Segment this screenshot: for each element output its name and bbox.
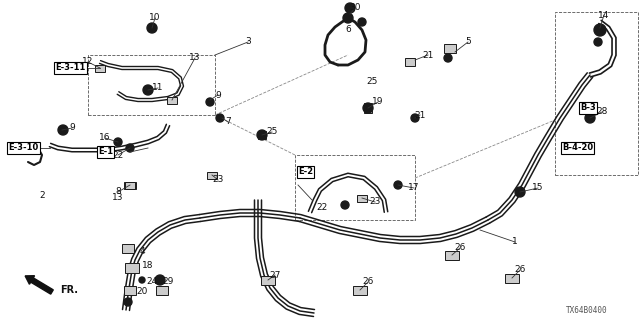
Bar xyxy=(95,65,105,71)
Text: TX64B0400: TX64B0400 xyxy=(566,306,608,315)
FancyArrow shape xyxy=(25,276,53,294)
Text: FR.: FR. xyxy=(60,285,78,295)
Text: 23: 23 xyxy=(212,175,224,185)
Circle shape xyxy=(343,13,353,23)
Circle shape xyxy=(124,298,132,306)
Circle shape xyxy=(585,113,595,123)
Bar xyxy=(444,44,456,52)
Text: 11: 11 xyxy=(152,84,164,92)
Circle shape xyxy=(147,23,157,33)
Circle shape xyxy=(358,18,366,26)
Bar xyxy=(88,55,215,115)
Text: 27: 27 xyxy=(269,270,281,279)
Text: 15: 15 xyxy=(532,183,544,193)
Text: E-3-10: E-3-10 xyxy=(8,143,38,153)
Text: B-3: B-3 xyxy=(580,103,596,113)
Text: E-1: E-1 xyxy=(98,148,113,156)
Text: 9: 9 xyxy=(69,124,75,132)
Circle shape xyxy=(216,114,224,122)
Text: 9: 9 xyxy=(215,91,221,100)
Bar xyxy=(124,285,136,294)
Circle shape xyxy=(126,144,134,152)
Text: 13: 13 xyxy=(189,53,201,62)
Text: 18: 18 xyxy=(142,260,154,269)
Bar xyxy=(124,181,136,188)
Bar xyxy=(357,195,367,202)
Text: 21: 21 xyxy=(414,110,426,119)
Text: 5: 5 xyxy=(465,37,471,46)
Circle shape xyxy=(139,277,145,283)
Circle shape xyxy=(411,114,419,122)
Text: 3: 3 xyxy=(245,37,251,46)
Circle shape xyxy=(143,85,153,95)
Bar xyxy=(125,263,139,273)
Text: 10: 10 xyxy=(149,13,161,22)
Text: 2: 2 xyxy=(39,190,45,199)
Text: 25: 25 xyxy=(266,127,278,137)
Text: 1: 1 xyxy=(512,237,518,246)
Bar xyxy=(156,285,168,294)
Bar xyxy=(295,155,415,220)
Bar xyxy=(207,172,217,179)
Text: 14: 14 xyxy=(598,11,610,20)
Text: 4: 4 xyxy=(139,247,145,257)
Circle shape xyxy=(515,187,525,197)
Bar xyxy=(261,276,275,284)
Circle shape xyxy=(594,38,602,46)
Bar xyxy=(353,285,367,294)
Circle shape xyxy=(114,138,122,146)
Text: 16: 16 xyxy=(99,133,111,142)
Text: 13: 13 xyxy=(112,194,124,203)
Bar xyxy=(445,251,459,260)
Bar xyxy=(405,58,415,66)
Text: E-2: E-2 xyxy=(298,167,313,177)
Text: 28: 28 xyxy=(596,108,608,116)
Circle shape xyxy=(206,98,214,106)
Circle shape xyxy=(257,130,267,140)
Text: 26: 26 xyxy=(515,266,525,275)
Circle shape xyxy=(58,125,68,135)
Text: 20: 20 xyxy=(136,287,148,297)
Bar xyxy=(555,12,638,175)
Text: E-3-11: E-3-11 xyxy=(55,63,85,73)
Bar xyxy=(364,103,372,113)
Text: 17: 17 xyxy=(408,183,420,193)
Text: 25: 25 xyxy=(366,77,378,86)
Bar xyxy=(122,244,134,252)
Circle shape xyxy=(444,54,452,62)
Circle shape xyxy=(594,24,606,36)
Text: 30: 30 xyxy=(349,4,361,12)
Text: 12: 12 xyxy=(83,58,93,67)
Text: 29: 29 xyxy=(163,277,173,286)
Circle shape xyxy=(394,181,402,189)
Text: 23: 23 xyxy=(369,197,381,206)
Text: 24: 24 xyxy=(147,277,157,286)
Text: 19: 19 xyxy=(372,98,384,107)
Bar xyxy=(167,97,177,103)
Circle shape xyxy=(155,275,165,285)
Text: 26: 26 xyxy=(362,277,374,286)
Text: 8: 8 xyxy=(115,188,121,196)
Text: 7: 7 xyxy=(225,117,231,126)
Circle shape xyxy=(345,3,355,13)
Circle shape xyxy=(341,201,349,209)
Text: 6: 6 xyxy=(345,26,351,35)
Circle shape xyxy=(363,103,373,113)
Bar xyxy=(258,131,266,139)
Text: 21: 21 xyxy=(422,51,434,60)
Text: 22: 22 xyxy=(316,204,328,212)
Text: 22: 22 xyxy=(113,150,124,159)
Text: 26: 26 xyxy=(454,244,466,252)
Bar xyxy=(125,181,135,188)
Text: B-4-20: B-4-20 xyxy=(562,143,593,153)
Bar xyxy=(505,274,519,283)
